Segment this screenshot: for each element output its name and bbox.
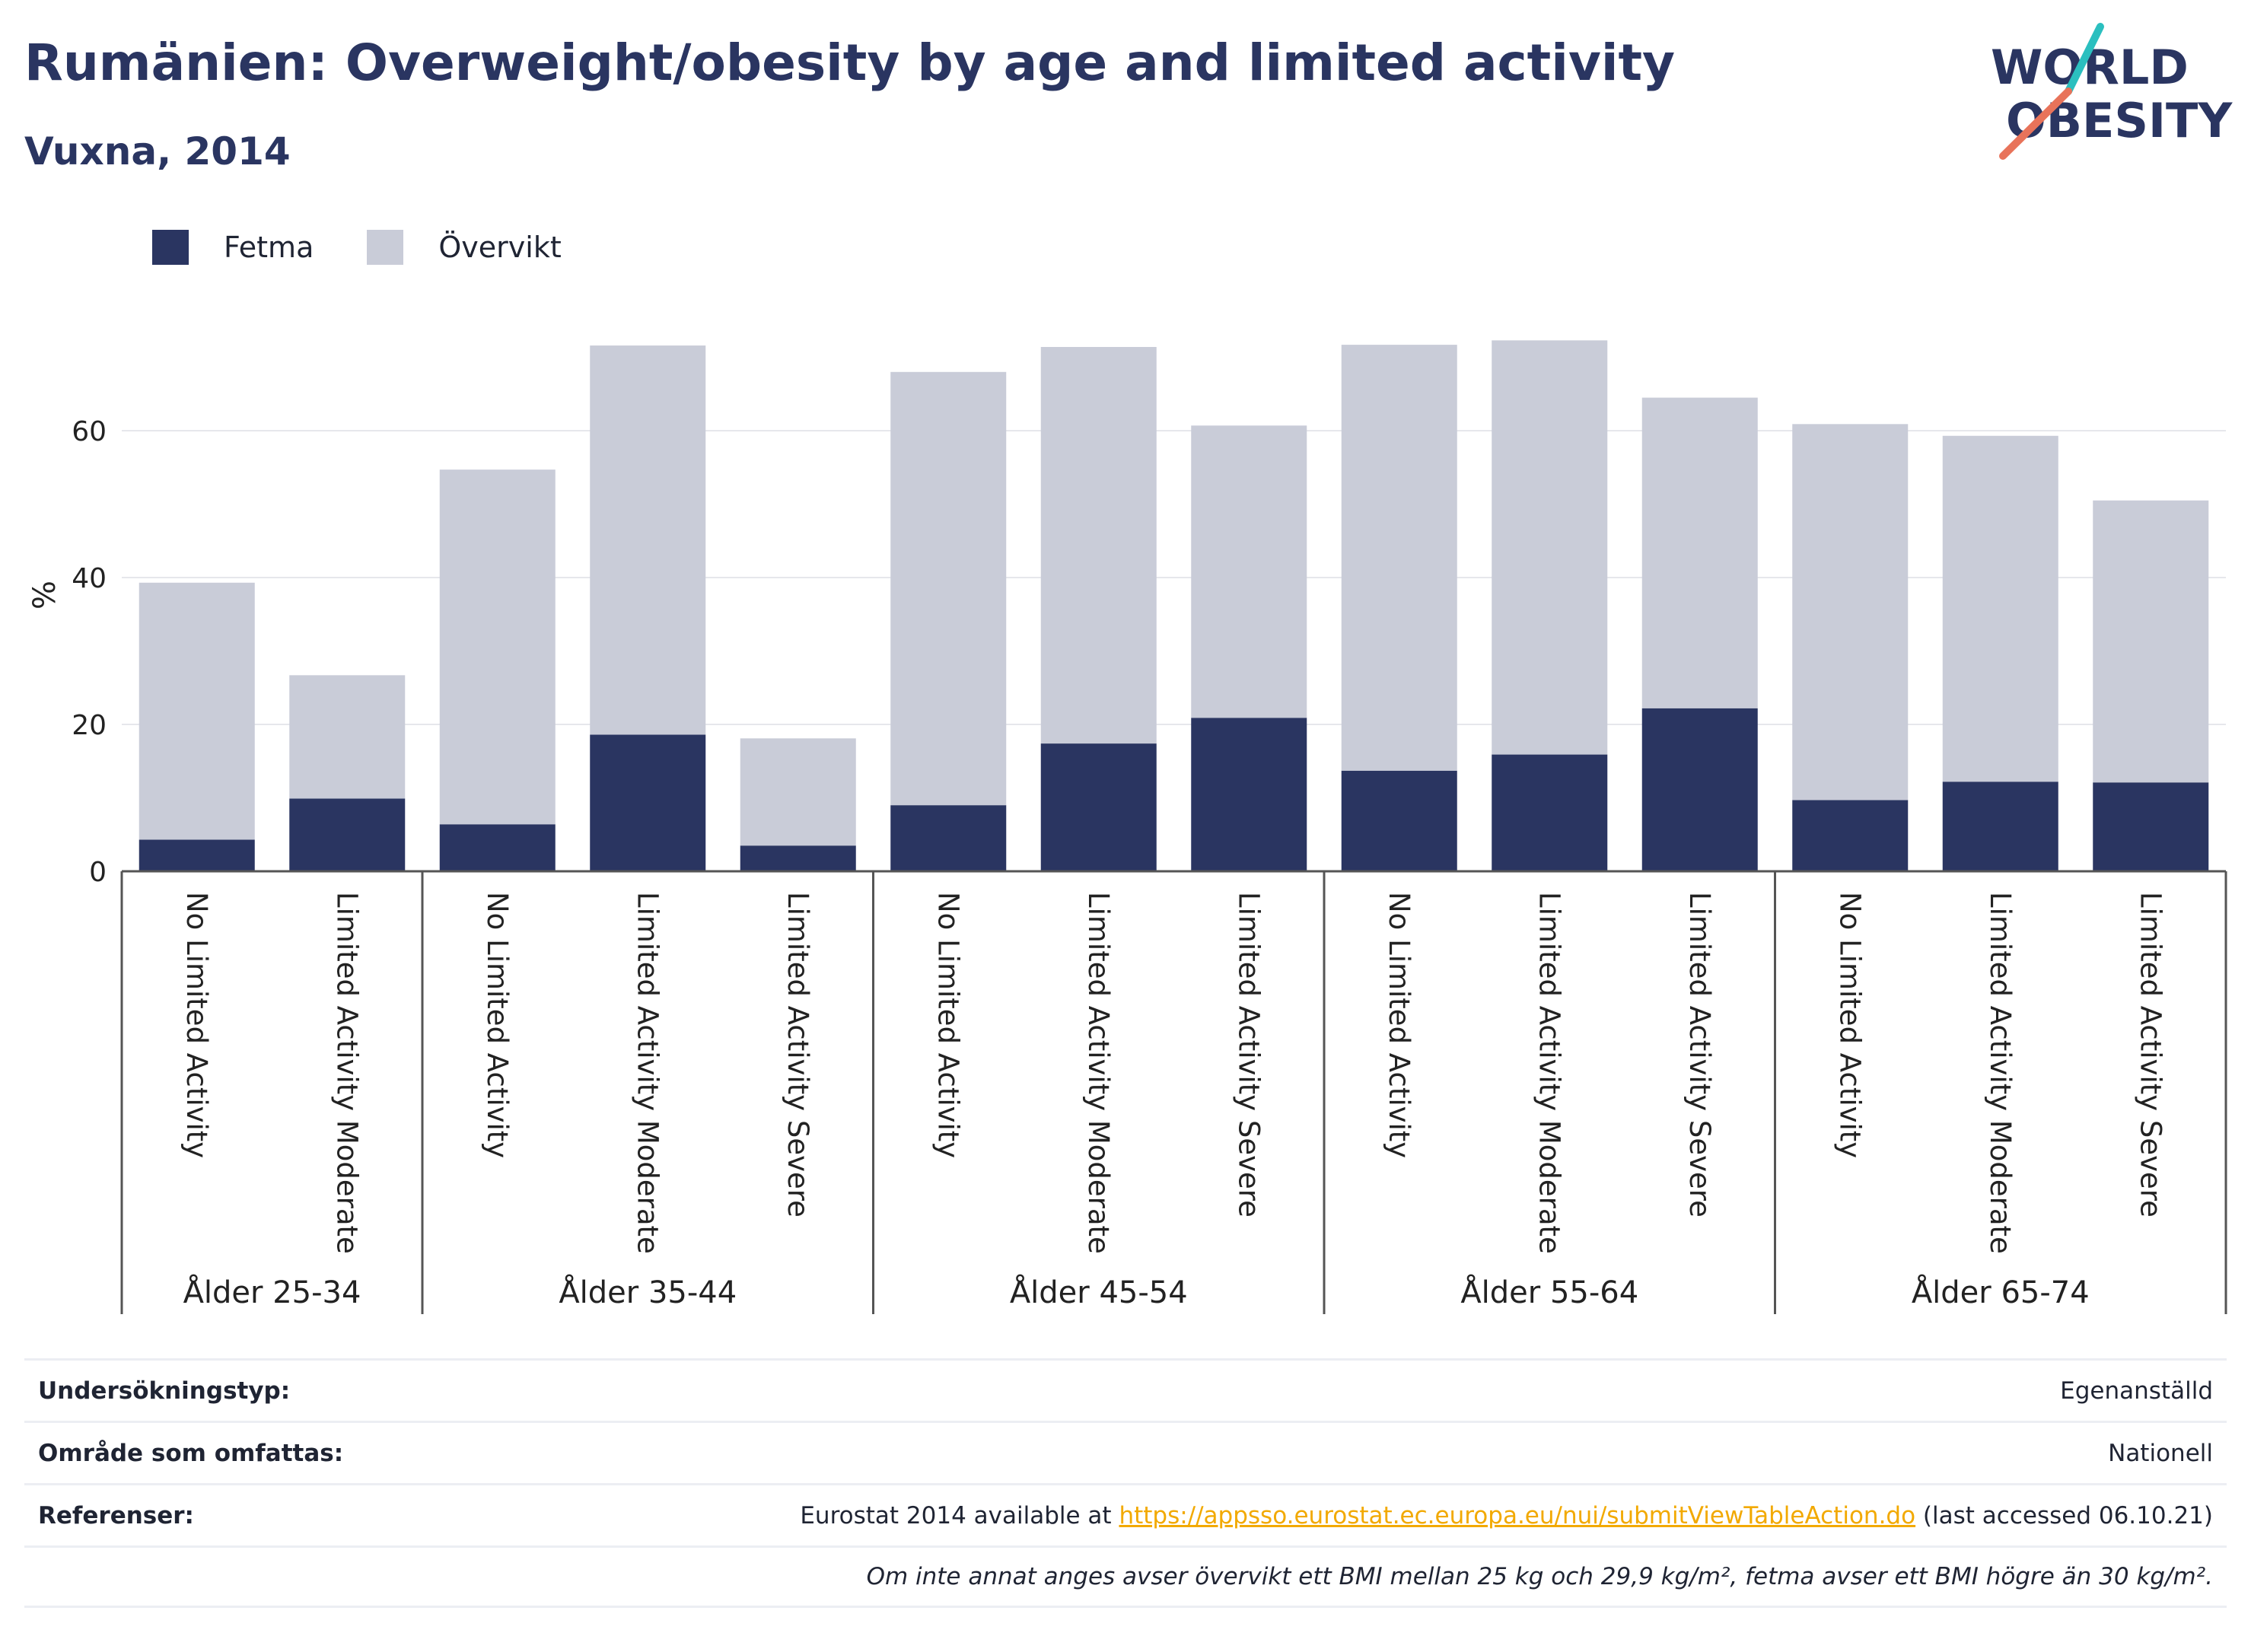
footer-note-text: Om inte annat anges avser övervikt ett B… bbox=[866, 1563, 2213, 1590]
legend-swatch-overvikt bbox=[367, 230, 404, 265]
footer-table: Undersökningstyp: Egenanställd Område so… bbox=[24, 1358, 2227, 1608]
reference-text: Eurostat 2014 available at bbox=[800, 1501, 1119, 1529]
footer-row-coverage: Område som omfattas: Nationell bbox=[24, 1421, 2227, 1483]
chart-subtitle: Vuxna, 2014 bbox=[24, 129, 291, 173]
x-tick-label: Limited Activity Severe bbox=[2134, 892, 2167, 1218]
bar-fetma bbox=[1492, 754, 1608, 871]
x-tick-label: Limited Activity Severe bbox=[782, 892, 814, 1218]
footer-row-survey-type: Undersökningstyp: Egenanställd bbox=[24, 1358, 2227, 1421]
legend-swatch-fetma bbox=[152, 230, 189, 265]
footer-value: Egenanställd bbox=[2060, 1377, 2213, 1405]
legend-label-fetma: Fetma bbox=[224, 231, 314, 264]
group-label: Ålder 25-34 bbox=[183, 1274, 361, 1310]
footer-label: Område som omfattas: bbox=[38, 1439, 344, 1467]
bar-fetma bbox=[740, 845, 856, 871]
bar-overvikt bbox=[2093, 500, 2209, 783]
x-tick-label: No Limited Activity bbox=[1833, 892, 1866, 1158]
bar-overvikt bbox=[1341, 345, 1457, 771]
footer-note: Om inte annat anges avser övervikt ett B… bbox=[24, 1545, 2227, 1608]
group-label: Ålder 45-54 bbox=[1010, 1274, 1188, 1310]
legend: Fetma Övervikt bbox=[152, 228, 615, 266]
x-tick-label: Limited Activity Moderate bbox=[1984, 892, 2017, 1254]
bar-fetma bbox=[1641, 708, 1758, 871]
footer-label: Referenser: bbox=[38, 1501, 194, 1529]
stacked-bar-chart: 0 20 40 60% No Limited Activity Limited Activ… bbox=[27, 340, 2227, 1314]
bar-overvikt bbox=[1040, 346, 1157, 744]
legend-item-overvikt: Övervikt bbox=[367, 230, 562, 265]
bar-overvikt bbox=[1492, 340, 1608, 755]
chart-title: Rumänien: Overweight/obesity by age and … bbox=[24, 33, 1676, 92]
x-tick-label: Limited Activity Severe bbox=[1683, 892, 1716, 1218]
footer-label: Undersökningstyp: bbox=[38, 1377, 291, 1405]
bar-fetma bbox=[890, 805, 1007, 871]
bar-overvikt bbox=[890, 371, 1007, 806]
world-obesity-logo: WORLD OBESITY bbox=[1991, 23, 2233, 160]
reference-accessed: (last accessed 06.10.21) bbox=[1915, 1501, 2213, 1529]
group-label: Ålder 55-64 bbox=[1460, 1274, 1638, 1310]
y-axis-label: % bbox=[27, 581, 62, 610]
bar-fetma bbox=[1341, 770, 1457, 871]
bar-fetma bbox=[1040, 743, 1157, 871]
bar-fetma bbox=[289, 798, 406, 871]
footer-value: Nationell bbox=[2108, 1439, 2213, 1467]
footer-value: Eurostat 2014 available at https://appss… bbox=[800, 1502, 2213, 1529]
x-tick-label: No Limited Activity bbox=[180, 892, 213, 1158]
logo-slash-coral bbox=[1999, 88, 2072, 160]
bar-overvikt bbox=[1191, 425, 1307, 718]
bar-fetma bbox=[439, 824, 556, 871]
footer-row-references: Referenser: Eurostat 2014 available at h… bbox=[24, 1483, 2227, 1545]
x-tick-label: Limited Activity Moderate bbox=[1082, 892, 1115, 1254]
bar-overvikt bbox=[289, 675, 406, 799]
x-tick-label: Limited Activity Severe bbox=[1232, 892, 1265, 1218]
bar-overvikt bbox=[138, 582, 255, 840]
x-tick-label: Limited Activity Moderate bbox=[330, 892, 363, 1254]
legend-item-fetma: Fetma bbox=[152, 230, 314, 265]
x-tick-label: Limited Activity Moderate bbox=[1533, 892, 1565, 1254]
x-tick-label: Limited Activity Moderate bbox=[631, 892, 664, 1254]
bar-overvikt bbox=[590, 345, 706, 735]
bar-overvikt bbox=[1942, 435, 2058, 782]
x-tick-label: No Limited Activity bbox=[931, 892, 964, 1158]
bar-fetma bbox=[138, 839, 255, 871]
bar-overvikt bbox=[439, 469, 556, 825]
bar-overvikt bbox=[1792, 424, 1909, 801]
bar-fetma bbox=[1942, 781, 2058, 871]
reference-link[interactable]: https://appsso.eurostat.ec.europa.eu/nui… bbox=[1119, 1501, 1916, 1529]
legend-label-overvikt: Övervikt bbox=[438, 231, 562, 264]
bar-overvikt bbox=[1641, 397, 1758, 708]
logo-slash-teal bbox=[2065, 23, 2104, 95]
x-tick-label: No Limited Activity bbox=[481, 892, 514, 1158]
bar-overvikt bbox=[740, 738, 856, 846]
y-tick-label: 40 bbox=[72, 563, 107, 594]
x-tick-label: No Limited Activity bbox=[1383, 892, 1415, 1158]
y-tick-label: 60 bbox=[72, 416, 107, 447]
y-tick-label: 0 bbox=[89, 857, 107, 888]
bar-fetma bbox=[590, 734, 706, 871]
y-tick-label: 20 bbox=[72, 710, 107, 741]
group-label: Ålder 35-44 bbox=[559, 1274, 737, 1310]
bar-fetma bbox=[1191, 718, 1307, 871]
group-label: Ålder 65-74 bbox=[1912, 1274, 2090, 1310]
bar-fetma bbox=[1792, 800, 1909, 871]
bar-fetma bbox=[2093, 782, 2209, 871]
